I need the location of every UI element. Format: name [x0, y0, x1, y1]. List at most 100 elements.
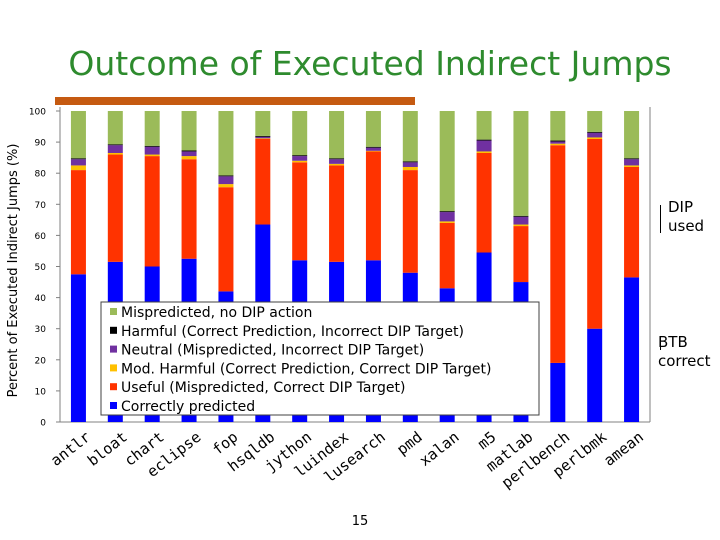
bar-segment-luindex-1	[329, 165, 345, 262]
bar-segment-amean-1	[624, 166, 640, 278]
bar-segment-antlr-4	[70, 158, 86, 160]
bar-segment-perlbmk-3	[587, 132, 603, 138]
dip-used-bracket	[652, 205, 661, 233]
bar-segment-luindex-4	[329, 158, 345, 160]
y-tick-label: 90	[35, 139, 47, 149]
legend-entry-label: Neutral (Mispredicted, Incorrect DIP Tar…	[121, 343, 424, 359]
bar-segment-antlr-1	[70, 170, 86, 275]
bar-segment-matlab-3	[513, 216, 529, 225]
legend-swatch	[110, 383, 117, 391]
bar-segment-perlbmk-1	[587, 138, 603, 329]
btb-correct-bracket	[652, 340, 661, 350]
y-tick-label: 70	[35, 201, 47, 211]
bar-segment-antlr-5	[70, 111, 86, 159]
bar-segment-lusearch-3	[365, 147, 381, 151]
bar-segment-amean-4	[624, 158, 640, 160]
btb-correct-line-1: BTB	[658, 333, 688, 351]
legend-entry-label: Mispredicted, no DIP action	[121, 305, 312, 321]
bar-segment-luindex-2	[329, 163, 345, 166]
bar-segment-eclipse-3	[181, 151, 197, 157]
bar-segment-fop-2	[218, 184, 234, 188]
bar-segment-perlbench-2	[550, 143, 566, 146]
bar-segment-lusearch-2	[365, 150, 381, 152]
bar-segment-m5-4	[476, 139, 492, 141]
dip-used-label: DIP used	[668, 198, 704, 236]
y-tick-label: 60	[35, 232, 47, 242]
bar-segment-m5-2	[476, 151, 492, 153]
bar-segment-lusearch-5	[365, 111, 381, 147]
bar-segment-jython-1	[292, 162, 308, 261]
bar-segment-xalan-1	[439, 222, 455, 289]
bar-segment-perlbmk-4	[587, 131, 603, 133]
chart-title: Outcome of Executed Indirect Jumps	[68, 44, 672, 83]
bar-segment-pmd-4	[402, 161, 418, 163]
bar-segment-matlab-4	[513, 215, 529, 217]
bar-segment-matlab-1	[513, 226, 529, 283]
bar-segment-pmd-1	[402, 170, 418, 273]
bar-segment-lusearch-1	[365, 151, 381, 261]
bar-segment-jython-2	[292, 160, 308, 163]
legend-entry-label: Correctly predicted	[121, 399, 255, 415]
bar-segment-bloat-2	[107, 152, 123, 155]
y-tick-label: 0	[40, 419, 46, 429]
bar-segment-xalan-5	[439, 111, 455, 212]
bar-segment-hsqldb-5	[255, 111, 271, 136]
bar-segment-fop-3	[218, 176, 234, 185]
bar-segment-perlbench-1	[550, 145, 566, 363]
y-tick-label: 30	[35, 325, 47, 335]
y-tick-label: 10	[35, 387, 47, 397]
bar-segment-m5-3	[476, 140, 492, 152]
page-number: 15	[351, 514, 369, 529]
x-tick-label-xalan: xalan	[416, 428, 463, 470]
bar-segment-amean-5	[624, 111, 640, 159]
bar-segment-hsqldb-2	[255, 138, 271, 139]
dip-used-line-1: DIP	[668, 198, 694, 216]
bar-segment-fop-5	[218, 111, 234, 176]
x-tick-label-antlr: antlr	[47, 428, 94, 470]
bar-segment-hsqldb-1	[255, 138, 271, 225]
bar-segment-matlab-5	[513, 111, 529, 216]
y-tick-label: 50	[35, 263, 47, 273]
y-tick-label: 40	[35, 294, 47, 304]
bar-segment-chart-4	[144, 145, 160, 147]
bar-segment-chart-5	[144, 111, 160, 146]
bar-segment-eclipse-1	[181, 159, 197, 259]
legend-entry-label: Harmful (Correct Prediction, Incorrect D…	[121, 324, 464, 340]
legend-swatch	[110, 364, 117, 372]
x-tick-label-bloat: bloat	[84, 428, 131, 470]
bar-segment-jython-4	[292, 155, 308, 157]
bar-segment-pmd-2	[402, 166, 418, 171]
bar-segment-bloat-5	[107, 111, 123, 145]
legend-swatch	[110, 326, 117, 334]
bar-segment-perlbench-4	[550, 140, 566, 142]
bar-segment-amean-3	[624, 159, 640, 166]
bar-segment-bloat-3	[107, 145, 123, 153]
legend-swatch	[110, 402, 117, 409]
x-tick-label-amean: amean	[600, 428, 647, 470]
bar-segment-perlbmk-5	[587, 111, 603, 132]
dip-used-line-2: used	[668, 217, 705, 235]
bar-segment-hsqldb-3	[255, 136, 271, 139]
y-tick-label: 100	[29, 108, 46, 118]
bar-segment-perlbmk-2	[587, 137, 603, 139]
y-tick-label: 80	[35, 170, 47, 180]
bar-segment-eclipse-2	[181, 156, 197, 160]
bar-segment-eclipse-4	[181, 150, 197, 152]
bar-segment-perlbmk-0	[587, 328, 603, 422]
bar-segment-jython-3	[292, 156, 308, 161]
bar-segment-perlbench-0	[550, 362, 566, 422]
bar-segment-luindex-5	[329, 111, 345, 159]
y-tick-label: 20	[35, 356, 47, 366]
bar-segment-amean-2	[624, 165, 640, 167]
bar-segment-fop-1	[218, 187, 234, 292]
btb-correct-line-2: correct	[658, 352, 711, 370]
btb-correct-label: BTB correct	[658, 333, 711, 371]
bar-segment-fop-4	[218, 175, 234, 177]
legend-box	[100, 301, 540, 416]
bar-segment-perlbench-5	[550, 111, 566, 141]
x-tick-label-m5: m5	[474, 428, 499, 453]
bar-segment-hsqldb-4	[255, 135, 271, 137]
bar-segment-bloat-1	[107, 154, 123, 262]
y-axis-label: Percent of Executed Indirect Jumps (%)	[6, 144, 21, 398]
